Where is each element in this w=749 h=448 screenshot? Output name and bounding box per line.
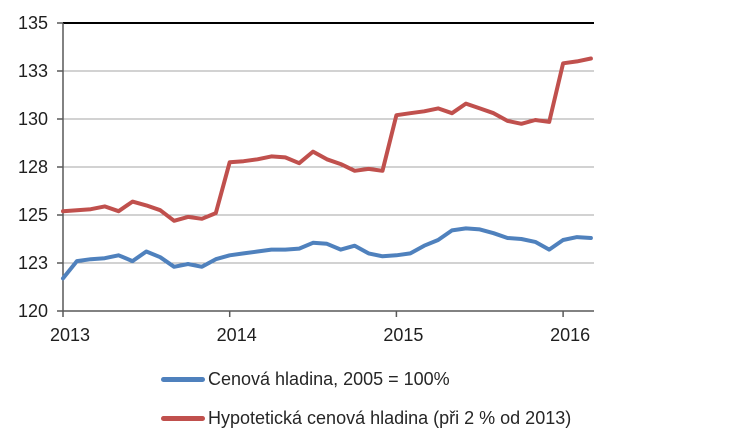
series-line-cenova-hladina [61, 226, 593, 281]
legend-label: Cenová hladina, 2005 = 100% [208, 369, 450, 389]
x-axis-label-2014: 2014 [217, 325, 257, 345]
chart-legend: Cenová hladina, 2005 = 100% Hypotetická … [161, 369, 572, 448]
y-axis-label-123: 123 [18, 253, 48, 273]
y-axis-label-130: 130 [18, 109, 48, 129]
legend-line-swatch-red [161, 416, 205, 421]
y-axis-label-133: 133 [18, 61, 48, 81]
series-line-hypoteticka-hladina [61, 56, 593, 223]
x-axis-label-2013: 2013 [50, 325, 90, 345]
x-axis-label-2016: 2016 [550, 325, 590, 345]
x-axis-label-2015: 2015 [383, 325, 423, 345]
legend-line-swatch-blue [161, 377, 205, 382]
y-axis-label-120: 120 [18, 301, 48, 321]
legend-label: Hypotetická cenová hladina (při 2 % od 2… [208, 408, 572, 428]
y-axis-label-135: 135 [18, 13, 48, 33]
y-axis-label-128: 128 [18, 157, 48, 177]
legend-item-cenova-hladina: Cenová hladina, 2005 = 100% [161, 369, 571, 389]
y-axis-label-125: 125 [18, 205, 48, 225]
legend-item-hypoteticka-cenova-hladina: Hypotetická cenová hladina (při 2 % od 2… [161, 408, 572, 428]
